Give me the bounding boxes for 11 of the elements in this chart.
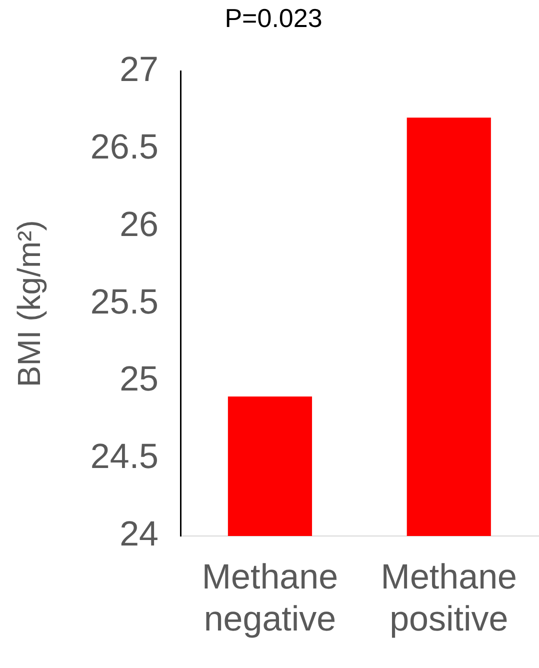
chart-title: P=0.023 [224,2,322,33]
y-tick-label: 25.5 [90,282,159,322]
y-tick-label: 25 [120,360,159,399]
y-axis-title: BMI (kg/m²) [11,220,48,388]
y-tick-label: 27 [120,50,159,89]
y-tick-label: 24 [120,514,159,554]
x-tick-label: Methane positive [380,558,518,639]
y-tick-label: 24.5 [90,437,159,476]
y-tick-label: 26.5 [90,127,159,166]
x-tick-label: Methane negative [202,558,338,639]
y-tick-label: 26 [120,204,159,244]
